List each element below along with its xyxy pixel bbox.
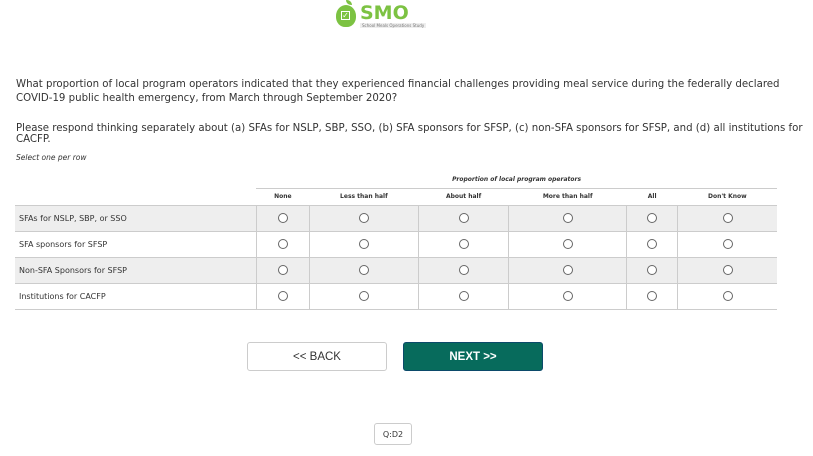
- question-text: What proportion of local program operato…: [16, 79, 780, 104]
- back-button[interactable]: << BACK: [247, 342, 387, 371]
- radio-cell: [308, 205, 419, 232]
- radio-cell: [417, 205, 509, 232]
- question-id-badge: Q:D2: [374, 423, 412, 445]
- grid-row: Institutions for CACFP: [15, 283, 777, 310]
- radio-button[interactable]: [722, 265, 733, 275]
- radio-cell: [308, 257, 419, 284]
- select-hint: Select one per row: [16, 153, 87, 162]
- radio-cell: [255, 283, 310, 310]
- group-header: Proportion of local program operators: [256, 172, 777, 189]
- radio-button[interactable]: [277, 239, 288, 249]
- radio-button[interactable]: [458, 213, 469, 223]
- radio-button[interactable]: [562, 239, 573, 249]
- radio-button[interactable]: [647, 265, 658, 275]
- column-header: None: [256, 188, 310, 206]
- radio-button[interactable]: [722, 213, 733, 223]
- radio-cell: [677, 283, 777, 310]
- radio-button[interactable]: [358, 213, 369, 223]
- radio-cell: [255, 231, 310, 258]
- smo-logo: ✓ SMO School Meals Operations Study: [336, 0, 427, 28]
- radio-cell: [417, 231, 509, 258]
- radio-cell: [508, 231, 627, 258]
- radio-button[interactable]: [277, 213, 288, 223]
- radio-button[interactable]: [647, 239, 658, 249]
- radio-cell: [255, 257, 310, 284]
- radio-button[interactable]: [277, 265, 288, 275]
- radio-button[interactable]: [722, 291, 733, 301]
- radio-button[interactable]: [562, 265, 573, 275]
- response-grid: Proportion of local program operators No…: [15, 172, 777, 310]
- radio-button[interactable]: [562, 213, 573, 223]
- column-header: All: [626, 188, 678, 206]
- radio-cell: [255, 205, 310, 232]
- radio-button[interactable]: [458, 291, 469, 301]
- radio-button[interactable]: [277, 291, 288, 301]
- radio-button[interactable]: [358, 291, 369, 301]
- radio-cell: [508, 283, 627, 310]
- radio-cell: [417, 257, 509, 284]
- radio-cell: [677, 205, 777, 232]
- radio-cell: [626, 257, 678, 284]
- grid-row: Non-SFA Sponsors for SFSP: [15, 257, 777, 284]
- row-label: SFAs for NSLP, SBP, or SSO: [15, 205, 257, 232]
- radio-button[interactable]: [722, 239, 733, 249]
- radio-cell: [508, 205, 627, 232]
- radio-cell: [308, 283, 419, 310]
- radio-cell: [308, 231, 419, 258]
- radio-cell: [677, 257, 777, 284]
- logo-title: SMO: [360, 2, 409, 24]
- grid-row: SFAs for NSLP, SBP, or SSO: [15, 205, 777, 232]
- row-label: Institutions for CACFP: [15, 283, 257, 310]
- grid-row: SFA sponsors for SFSP: [15, 231, 777, 258]
- column-header: About half: [418, 188, 509, 206]
- radio-button[interactable]: [458, 239, 469, 249]
- radio-cell: [626, 283, 678, 310]
- radio-cell: [417, 283, 509, 310]
- row-label: SFA sponsors for SFSP: [15, 231, 257, 258]
- radio-button[interactable]: [358, 265, 369, 275]
- radio-cell: [626, 205, 678, 232]
- radio-button[interactable]: [358, 239, 369, 249]
- radio-cell: [677, 231, 777, 258]
- row-label: Non-SFA Sponsors for SFSP: [15, 257, 257, 284]
- logo-subtitle: School Meals Operations Study: [360, 23, 427, 28]
- radio-button[interactable]: [562, 291, 573, 301]
- column-header: Don't Know: [677, 188, 777, 206]
- radio-cell: [508, 257, 627, 284]
- column-header: Less than half: [309, 188, 419, 206]
- radio-cell: [626, 231, 678, 258]
- radio-button[interactable]: [647, 291, 658, 301]
- question-instruction: Please respond thinking separately about…: [16, 123, 803, 145]
- radio-button[interactable]: [458, 265, 469, 275]
- next-button[interactable]: NEXT >>: [403, 342, 543, 371]
- radio-button[interactable]: [647, 213, 658, 223]
- apple-check-icon: ✓: [336, 0, 356, 27]
- column-header: More than half: [508, 188, 627, 206]
